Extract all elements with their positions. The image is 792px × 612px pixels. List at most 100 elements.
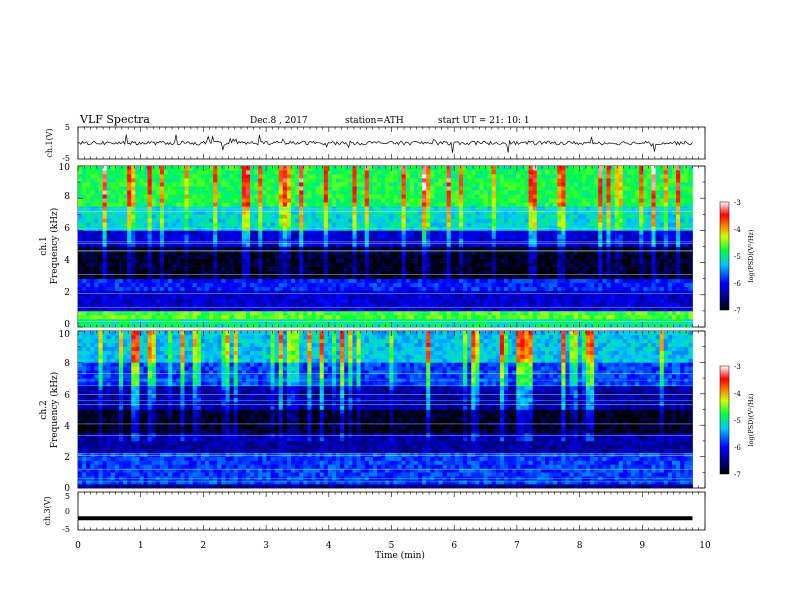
spectrogram-cell [237,174,243,179]
spectrogram-cell [262,242,267,247]
spectrogram-cell [147,234,153,239]
spectrogram-cell [164,166,169,171]
spectrogram-cell [544,178,550,183]
spectrogram-cell [512,178,517,183]
spectrogram-cell [98,242,103,247]
spectrogram-cell [516,294,521,300]
spectrogram-cell [397,230,403,235]
spectrogram-cell [340,318,345,324]
spectrogram-cell [78,170,83,175]
spectrogram-cell [299,218,304,223]
spectrogram-cell [426,186,431,191]
spectrogram-cell [528,246,534,251]
spectrogram-cell [413,198,419,203]
spectrogram-cell [270,190,276,195]
spectrogram-cell [446,274,452,279]
spectrogram-cell [278,270,284,275]
spectrogram-cell [299,198,304,203]
spectrogram-cell [426,246,431,251]
spectrogram-cell [463,306,468,312]
spectrogram-cell [250,282,255,288]
spectrogram-cell [172,166,177,171]
spectrogram-cell [315,278,321,284]
spectrogram-cell [495,234,501,239]
spectrogram-cell [561,218,566,223]
spectrogram-cell [512,278,517,284]
spectrogram-cell [241,270,247,275]
spectrogram-cell [426,242,431,247]
spectrogram-cell [344,182,349,187]
spectrogram-cell [90,178,95,183]
spectrogram-cell [393,266,398,271]
spectrogram-cell [196,198,202,203]
spectrogram-cell [106,194,112,199]
spectrogram-cell [331,266,337,271]
spectrogram-cell [209,230,214,235]
spectrogram-cell [274,226,280,231]
spectrogram-cell [512,266,517,271]
spectrogram-cell [143,198,149,203]
spectrogram-cell [291,166,296,171]
spectrogram-cell [323,290,329,296]
spectrogram-cell [184,178,190,183]
spectrogram-cell [553,294,558,300]
spectrogram-cell [372,170,378,175]
spectrogram-cell [270,306,276,312]
spectrogram-cell [418,174,423,179]
spectrogram-cell [504,226,509,231]
spectrogram-cell [405,182,411,187]
spectrogram-cell [291,246,296,251]
spectrogram-cell [204,238,210,243]
spectrogram-cell [184,282,190,288]
spectrogram-cell [274,214,280,219]
spectrogram-cell [78,294,83,300]
spectrogram-cell [499,230,505,235]
spectrogram-cell [192,294,198,300]
spectrogram-cell [319,294,325,300]
spectrogram-cell [573,282,579,288]
spectrogram-cell [139,258,144,263]
spectrogram-cell [450,314,456,320]
spectrogram-cell [540,302,546,308]
spectrogram-cell [78,282,83,288]
spectrogram-cell [409,170,415,175]
spectrogram-cell [340,302,345,308]
spectrogram-cell [98,246,103,251]
spectrogram-cell [463,266,468,271]
spectrogram-cell [155,310,161,316]
spectrogram-cell [340,270,345,275]
spectrogram-cell [422,274,427,279]
spectrogram-cell [106,278,112,284]
spectrogram-cell [147,174,153,179]
spectrogram-cell [114,214,120,219]
spectrogram-cell [192,198,198,203]
spectrogram-cell [86,302,91,308]
spectrogram-cell [413,246,419,251]
spectrogram-cell [393,222,398,227]
spectrogram-cell [307,226,312,231]
spectrogram-cell [331,182,337,187]
station-label: station=ATH [345,116,404,126]
spectrogram-cell [434,310,439,316]
spectrogram-cell [581,318,587,324]
spectrogram-cell [508,286,513,292]
spectrogram-cell [565,250,570,255]
spectrogram-cell [540,210,546,215]
spectrogram-cell [184,258,190,263]
spectrogram-cell [516,166,521,171]
spectrogram-cell [565,182,570,187]
spectrogram-cell [229,230,235,235]
spectrogram-cell [164,194,169,199]
spectrogram-cell [295,250,300,255]
spectrogram-cell [418,310,423,316]
spectrogram-cell [245,290,251,296]
spectrogram-cell [495,210,501,215]
spectrogram-cell [217,262,222,267]
spectrogram-cell [557,298,562,304]
spectrogram-cell [123,298,128,304]
spectrogram-cell [225,234,230,239]
spectrogram-cell [233,202,239,207]
spectrogram-cell [381,318,386,324]
spectrogram-cell [540,254,546,259]
spectrogram-cell [372,270,378,275]
